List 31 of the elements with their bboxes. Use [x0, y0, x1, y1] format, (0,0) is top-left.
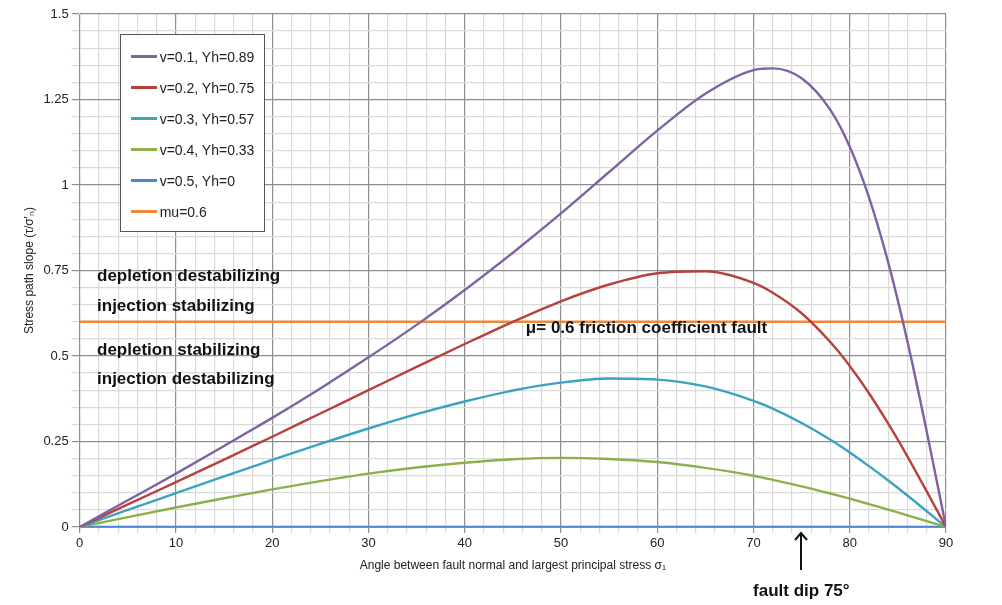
y-axis-title: Stress path slope (τ/σ'ₙ)	[21, 207, 36, 334]
legend-label: mu=0.6	[159, 203, 207, 220]
y-tick-label: 0.75	[43, 262, 69, 278]
y-tick-label: 1	[61, 176, 69, 192]
y-tick-label: 1.25	[43, 91, 69, 107]
y-tick-label: 0.25	[43, 433, 69, 449]
x-tick-label: 90	[938, 535, 954, 551]
x-axis-title: Angle between fault normal and largest principal stress σ₁	[359, 558, 666, 573]
annotation: injection destabilizing	[97, 368, 275, 388]
x-tick-label: 80	[842, 535, 857, 551]
y-tick-label: 0.5	[50, 347, 69, 363]
x-tick-label: 40	[457, 535, 472, 551]
x-tick-label: 30	[361, 535, 376, 551]
legend-label: v=0.1, Yh=0.89	[159, 48, 255, 65]
legend-label: v=0.3, Yh=0.57	[159, 110, 255, 127]
y-tick-label: 1.5	[50, 5, 69, 21]
y-tick-label: 0	[61, 518, 69, 534]
annotation: injection stabilizing	[97, 296, 255, 316]
x-tick-label: 10	[168, 535, 184, 551]
x-tick-label: 60	[650, 535, 665, 551]
legend-label: v=0.4, Yh=0.33	[159, 141, 255, 158]
x-tick-label: 0	[76, 535, 84, 551]
annotation: depletion destabilizing	[97, 266, 281, 286]
annotation: μ= 0.6 friction coefficient fault	[525, 317, 768, 337]
x-tick-label: 20	[264, 535, 280, 551]
x-tick-label: 50	[553, 535, 569, 551]
x-tick-label: 70	[746, 535, 761, 551]
legend-label: v=0.2, Yh=0.75	[159, 79, 255, 96]
annotation: depletion stabilizing	[97, 340, 261, 360]
legend-label: v=0.5, Yh=0	[159, 172, 235, 189]
text: fault dip 75°	[753, 580, 850, 600]
